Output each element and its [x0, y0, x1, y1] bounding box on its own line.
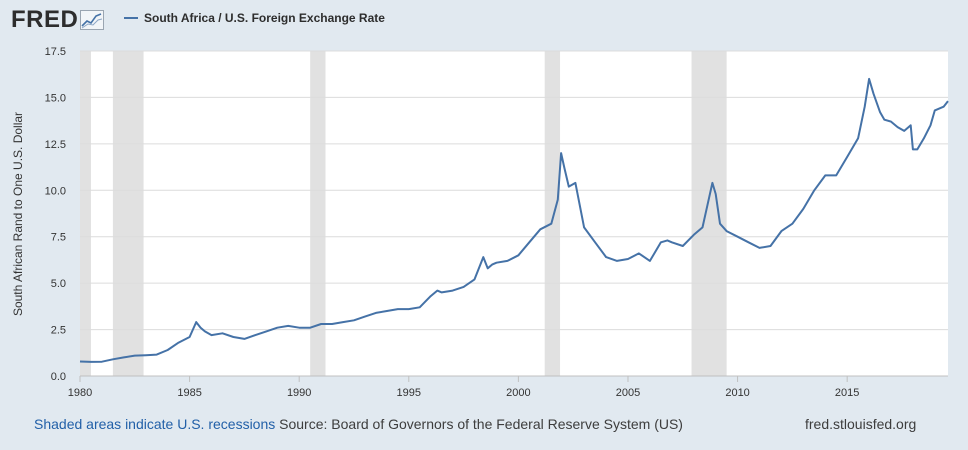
trend-chart-icon	[80, 10, 104, 30]
y-axis-label: South African Rand to One U.S. Dollar	[11, 112, 25, 316]
footer-notes: Shaded areas indicate U.S. recessions So…	[34, 416, 683, 432]
y-tick-label: 0.0	[51, 371, 66, 383]
x-tick-label: 1985	[177, 387, 201, 399]
y-tick-label: 2.5	[51, 325, 66, 337]
fred-chart-frame: FRED South Africa / U.S. Foreign Exchang…	[0, 0, 968, 450]
y-tick-label: 15.0	[45, 92, 66, 104]
fred-logo[interactable]: FRED	[11, 6, 104, 34]
recession-shade	[113, 51, 144, 376]
y-tick-label: 12.5	[45, 139, 66, 151]
recession-shade	[545, 51, 560, 376]
y-tick-label: 5.0	[51, 278, 66, 290]
recession-shade	[692, 51, 727, 376]
x-tick-label: 1980	[68, 387, 92, 399]
chart-area: 0.0 2.5 5.0 7.5 10.0 12.5 15.0 17.5 1980 1985 199…	[0, 38, 968, 408]
y-tick-label: 10.0	[45, 185, 66, 197]
recession-note-link[interactable]: Shaded areas indicate U.S. recessions	[34, 416, 275, 432]
chart-header: FRED South Africa / U.S. Foreign Exchang…	[0, 0, 968, 38]
y-tick-label: 17.5	[45, 46, 66, 58]
site-link[interactable]: fred.stlouisfed.org	[805, 416, 916, 432]
y-tick-label: 7.5	[51, 232, 66, 244]
x-tick-label: 1990	[287, 387, 311, 399]
legend-swatch	[124, 17, 138, 19]
chart-footer: Shaded areas indicate U.S. recessions So…	[0, 416, 968, 436]
x-tick-label: 2010	[725, 387, 749, 399]
recession-shade	[80, 51, 91, 376]
x-tick-label: 2015	[835, 387, 859, 399]
chart-legend: South Africa / U.S. Foreign Exchange Rat…	[124, 11, 385, 25]
x-tick-label: 1995	[397, 387, 421, 399]
line-chart: 0.0 2.5 5.0 7.5 10.0 12.5 15.0 17.5 1980 1985 199…	[0, 38, 968, 408]
fred-logo-text: FRED	[11, 6, 78, 34]
x-tick-label: 2000	[506, 387, 530, 399]
x-tick-label: 2005	[616, 387, 640, 399]
source-note: Source: Board of Governors of the Federa…	[279, 416, 683, 432]
plot-background	[80, 51, 948, 376]
legend-series-label: South Africa / U.S. Foreign Exchange Rat…	[144, 11, 385, 25]
